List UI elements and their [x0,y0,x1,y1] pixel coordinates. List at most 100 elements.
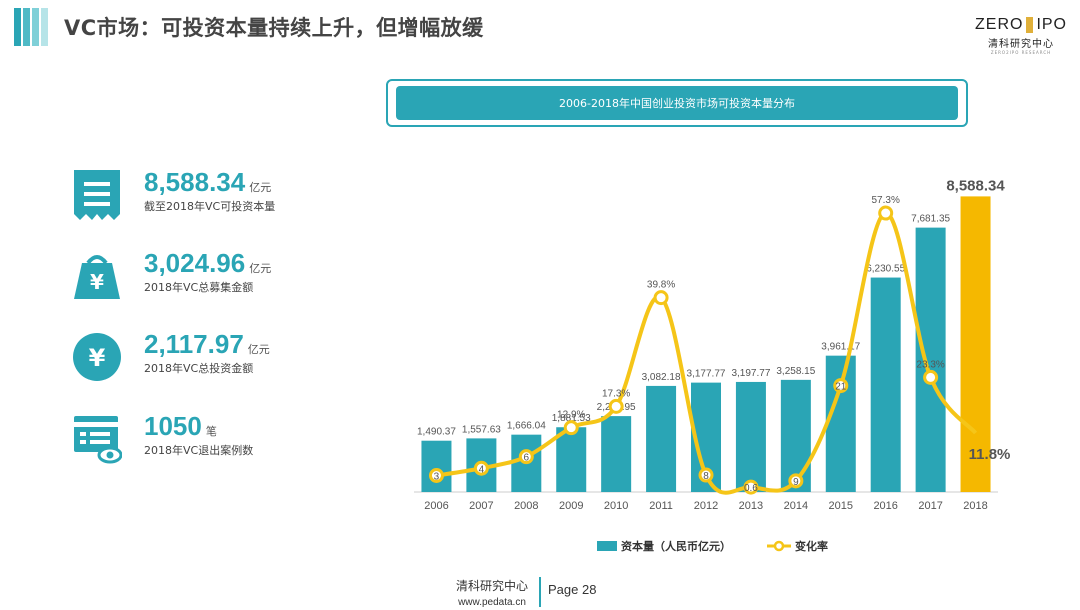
line-value-label: 57.3% [872,195,900,206]
brand-tagline: ZERO2IPO RESEARCH [990,50,1052,55]
bar-value-label: 3,082.18 [642,372,681,383]
x-tick-label: 2012 [694,500,718,512]
stat-desc: 2018年VC总投资金额 [144,362,254,375]
line-point [878,205,894,221]
line-value-label: 11.8% [969,446,1011,463]
stat-value: 2,117.97 [144,329,244,359]
bar-value-label: 8,588.34 [946,177,1005,194]
x-tick-label: 2007 [469,500,493,512]
line-point [428,468,444,483]
footer-org: 清科研究中心 [455,579,528,593]
line-value-label: 17.3% [602,388,630,399]
footer-org-block: 清科研究中心 www.pedata.cn [452,577,532,608]
stat-unit: 亿元 [249,262,272,275]
bar-value-label: 1,666.04 [507,421,546,432]
x-tick-label: 2014 [784,500,808,512]
line-point [923,369,939,385]
svg-text:¥: ¥ [90,270,104,294]
stat-value: 8,588.34 [144,167,246,197]
brand-logo: ZERO IPO 清科研究中心 ZERO2IPO RESEARCH [975,16,1067,55]
stat-value: 1050 [144,411,202,441]
x-tick-label: 2015 [829,500,853,512]
stat-unit: 笔 [205,425,217,438]
line-value-label: 12.9% [557,410,585,421]
x-tick-label: 2017 [918,500,942,512]
receipt-icon [74,170,120,220]
bar-value-label: 1,881.53 [552,413,591,424]
legend-line-label: 变化率 [795,539,828,553]
stat-desc: 截至2018年VC可投资本量 [144,200,276,213]
yuan-coin-icon: ¥ [73,333,121,381]
line-point [788,473,804,489]
line-value-label: 8 [703,471,709,482]
bar [601,416,632,492]
legend-bar-label: 资本量（人民币亿元） [621,539,731,553]
brand-logo-right: IPO [1036,16,1067,33]
x-tick-label: 2013 [739,500,763,512]
exit-card-icon [74,416,122,464]
bar [735,381,766,492]
stat-item: ¥ 2,117.97 亿元 2018年VC总投资金额 [72,330,270,384]
legend-bar-swatch [597,541,617,551]
bar-value-label: 1,490.37 [417,427,456,438]
chart-title-frame: 2006-2018年中国创业投资市场可投资本量分布 [386,79,968,127]
x-tick-label: 2008 [514,500,538,512]
bar-value-label: 3,258.15 [776,366,815,377]
line-value-label: 23.3% [916,359,944,370]
x-tick-label: 2010 [604,500,628,512]
stat-unit: 亿元 [247,343,270,356]
title-bar: VC市场：可投资本量持续上升，但增幅放缓 [14,8,484,46]
bar [960,196,991,493]
line-value-label: 3 [434,472,440,483]
page-number: Page 28 [548,582,597,597]
line-value-label: 39.8% [647,280,675,291]
brand-logo-left: ZERO [975,16,1024,33]
line-point [833,378,849,394]
money-bag-icon: ¥ [74,255,120,299]
bar-value-label: 7,681.35 [911,214,950,225]
bar [915,227,946,492]
brand-logo-box [1026,17,1034,33]
bar [870,277,901,492]
title-stripe [32,8,39,46]
stat-desc: 2018年VC退出案例数 [144,444,254,457]
line-value-label: 0.6 [744,483,758,494]
bar-value-label: 6,230.55 [866,264,905,275]
bar [421,440,452,492]
footer-divider [539,577,541,607]
legend-line-marker [773,540,785,552]
line-point [653,290,669,306]
line-point [473,460,489,476]
svg-text:¥: ¥ [89,344,106,372]
x-tick-label: 2006 [424,500,448,512]
bar [825,355,856,492]
line-point [518,449,534,465]
line-point [563,420,579,436]
bar-value-label: 3,961.17 [821,342,860,353]
brand-wordmark: ZERO IPO [975,16,1067,34]
line-value-label: 6 [524,453,530,464]
stat-item: 8,588.34 亿元 截至2018年VC可投资本量 [72,168,275,222]
title-stripe [14,8,21,46]
title-stripes [14,8,48,46]
x-tick-label: 2009 [559,500,583,512]
stat-unit: 亿元 [249,181,272,194]
bar-value-label: 3,197.77 [731,368,770,379]
bar-value-label: 1,557.63 [462,424,501,435]
stat-desc: 2018年VC总募集金额 [144,281,254,294]
footer-url[interactable]: www.pedata.cn [458,597,526,608]
bar-value-label: 3,177.77 [687,369,726,380]
line-point [698,467,714,483]
line-value-label: 4 [479,464,485,475]
x-tick-label: 2016 [873,500,897,512]
bar [780,379,811,492]
bar [556,427,587,492]
x-tick-label: 2011 [649,500,673,512]
title-stripe [23,8,30,46]
stat-value: 3,024.96 [144,248,246,278]
bar [646,385,677,492]
line-value-label: 21 [835,382,847,393]
stat-item: 1050 笔 2018年VC退出案例数 [72,412,253,466]
stat-item: ¥ 3,024.96 亿元 2018年VC总募集金额 [72,249,271,303]
